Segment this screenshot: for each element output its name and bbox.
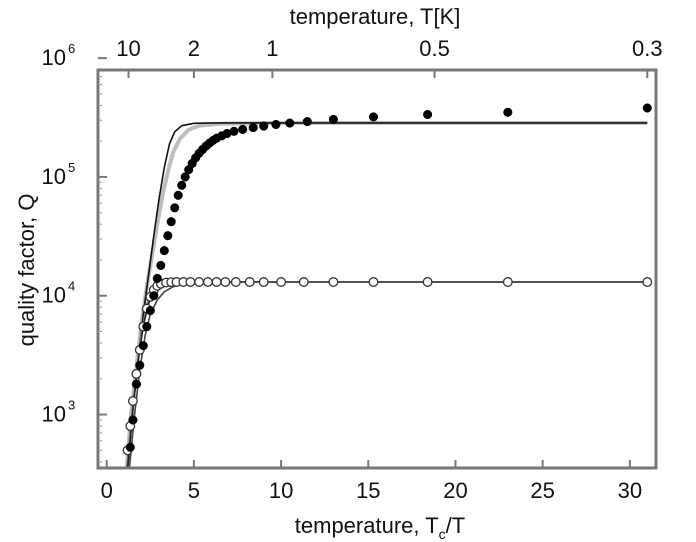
fit-curve-2 [126, 122, 648, 469]
data-point-filled [259, 121, 269, 131]
data-point-filled [503, 107, 513, 117]
data-point-filled [156, 260, 166, 270]
data-point-filled [328, 114, 338, 124]
top-tick-label: 0.5 [419, 36, 450, 61]
data-point-open [185, 277, 196, 287]
y-tick-label: 10 [42, 402, 66, 427]
x-tick-label: 15 [356, 478, 380, 503]
x-tick-label: 25 [530, 478, 554, 503]
fit-curve-3 [126, 281, 648, 469]
data-point-filled [149, 291, 159, 301]
fit-curve-1 [124, 120, 648, 469]
data-point-open [298, 277, 309, 287]
data-point-open [244, 277, 255, 287]
data-point-filled [271, 119, 281, 130]
x-axis-title: temperature, Tc/T [295, 513, 465, 542]
y-tick-label: 10 [42, 283, 66, 308]
top-axis-ticks: 10 2 1 0.5 0.3 [116, 36, 663, 78]
top-tick-label: 10 [116, 36, 140, 61]
data-point-filled [131, 379, 141, 389]
x-tick-label: 5 [188, 478, 200, 503]
data-point-filled [145, 306, 155, 316]
data-point-filled [423, 109, 433, 120]
top-tick-label: 1 [266, 36, 278, 61]
data-point-filled [248, 123, 258, 133]
x-tick-label: 0 [101, 478, 113, 503]
y-axis-title: quality factor, Q [14, 194, 39, 347]
data-point-filled [229, 126, 239, 136]
series-open-circles [122, 277, 653, 456]
data-point-filled [142, 322, 152, 332]
data-point-filled [302, 117, 312, 127]
data-point-filled [125, 442, 135, 452]
data-point-open [202, 277, 213, 287]
data-point-filled [159, 246, 169, 256]
y-tick-exponent: 3 [68, 398, 75, 413]
data-point-open [194, 277, 205, 287]
x-tick-label: 20 [443, 478, 467, 503]
x-axis-ticks: 0 5 10 15 20 25 30 [101, 460, 642, 503]
fit-curve-5 [128, 281, 648, 469]
data-point-open [127, 396, 138, 406]
data-point-filled [177, 180, 187, 190]
fit-curves [124, 120, 648, 469]
data-point-open [211, 277, 222, 287]
data-point-open [368, 277, 379, 287]
plot-frame [96, 68, 658, 470]
data-point-filled [135, 360, 145, 370]
x-tick-label: 30 [618, 478, 642, 503]
y-tick-label: 10 [42, 164, 66, 189]
data-point-filled [173, 190, 183, 200]
y-tick-exponent: 6 [68, 41, 75, 56]
data-point-open [220, 277, 231, 287]
data-point-filled [152, 273, 162, 283]
data-point-open [131, 368, 142, 379]
data-point-open [642, 277, 653, 287]
series-filled-circles [125, 103, 652, 452]
y-tick-exponent: 5 [68, 160, 75, 175]
data-point-filled [138, 341, 148, 351]
data-point-open [422, 277, 433, 287]
data-point-filled [285, 118, 295, 128]
data-point-open [502, 277, 513, 287]
top-axis-title: temperature, T[K] [290, 4, 461, 29]
y-tick-label: 10 [42, 45, 66, 70]
fit-curve-4 [126, 281, 648, 469]
data-point-filled [642, 103, 652, 113]
data-point-open [258, 277, 269, 287]
data-point-filled [170, 203, 180, 213]
data-point-open [276, 277, 287, 287]
data-point-filled [166, 217, 176, 227]
data-point-filled [368, 112, 379, 122]
data-point-filled [238, 124, 248, 134]
data-point-open [328, 277, 339, 287]
y-tick-exponent: 4 [68, 279, 75, 294]
top-tick-label: 2 [188, 36, 200, 61]
data-point-filled [163, 231, 173, 241]
x-tick-label: 10 [269, 478, 293, 503]
data-point-filled [128, 415, 138, 425]
top-tick-label: 0.3 [632, 36, 663, 61]
data-point-open [230, 277, 241, 287]
